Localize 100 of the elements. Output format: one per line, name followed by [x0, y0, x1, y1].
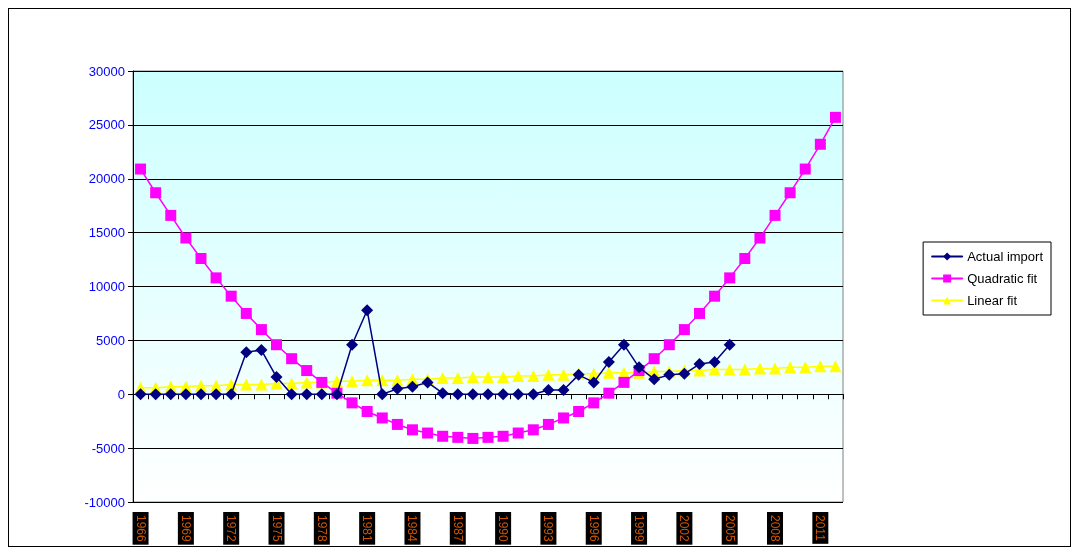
point [633, 361, 646, 374]
point [255, 378, 268, 391]
point [240, 378, 253, 391]
point [497, 430, 509, 442]
point [376, 412, 388, 424]
legend-label: Actual import [967, 249, 1044, 264]
x-tick-label: 2008 [768, 515, 783, 543]
point [558, 412, 570, 424]
y-tick-label: -10000 [84, 494, 125, 510]
y-tick-label: 15000 [88, 225, 125, 241]
x-tick-label: 2011 [813, 515, 828, 542]
point [512, 369, 525, 382]
point [346, 338, 359, 351]
point [301, 365, 313, 377]
point [165, 209, 177, 221]
point [210, 272, 222, 284]
point [573, 405, 585, 417]
point [542, 383, 555, 396]
x-tick-label: 1987 [450, 515, 465, 543]
point [225, 290, 237, 302]
point [527, 369, 540, 382]
point [346, 375, 359, 388]
point [497, 371, 510, 384]
point [512, 427, 524, 439]
y-tick-label: 10000 [88, 279, 125, 294]
point [451, 388, 464, 401]
point [784, 187, 796, 199]
point [270, 371, 283, 384]
point [361, 405, 373, 417]
point [602, 355, 615, 368]
point [210, 388, 223, 401]
point [814, 360, 827, 373]
y-tick-label: -5000 [91, 440, 125, 456]
point [587, 376, 600, 389]
point [648, 373, 661, 386]
point [361, 374, 374, 387]
point [361, 304, 374, 317]
x-tick-label: 2002 [677, 515, 692, 543]
y-tick-label: 20000 [88, 171, 125, 187]
point [724, 272, 736, 284]
y-tick-label: 30000 [88, 63, 125, 79]
point [738, 363, 751, 376]
point [376, 388, 389, 401]
x-tick-label: 1984 [405, 515, 420, 543]
point [482, 388, 494, 401]
x-tick-label: 1990 [496, 515, 511, 543]
point [406, 380, 419, 393]
y-tick-label: 0 [117, 386, 125, 402]
point [300, 388, 313, 401]
point [255, 344, 268, 357]
point [482, 371, 494, 384]
point [315, 388, 328, 401]
y-tick-label: 5000 [96, 332, 125, 348]
point [723, 363, 736, 376]
x-tick-label: 1993 [541, 515, 556, 543]
point [135, 163, 147, 175]
legend-label: Linear fit [967, 293, 1018, 308]
point [346, 397, 358, 409]
x-tick-label: 1999 [632, 515, 647, 543]
point [739, 252, 751, 264]
point [784, 361, 797, 374]
point [678, 324, 690, 336]
point [527, 388, 540, 401]
point [769, 209, 781, 221]
point [497, 388, 510, 401]
point [799, 361, 812, 374]
point [769, 362, 782, 375]
point [708, 355, 721, 368]
point [648, 353, 660, 365]
point [391, 382, 404, 395]
point [436, 387, 449, 400]
x-tick-label: 1972 [224, 515, 239, 543]
point [588, 397, 600, 409]
point [437, 430, 449, 442]
point [286, 353, 298, 365]
point [482, 431, 494, 443]
point [422, 427, 434, 439]
point [452, 431, 464, 443]
point [149, 388, 162, 401]
point [829, 360, 842, 373]
point [271, 339, 283, 351]
x-tick-label: 1996 [586, 515, 601, 543]
point [467, 432, 479, 444]
point [134, 388, 147, 401]
point [436, 372, 449, 385]
point [814, 138, 826, 150]
x-tick-label: 2005 [722, 515, 737, 543]
point [709, 290, 721, 302]
point [451, 372, 464, 385]
point [255, 324, 267, 336]
point [723, 338, 736, 351]
legend-label: Quadratic fit [967, 271, 1038, 286]
point [240, 307, 252, 319]
point [406, 424, 418, 436]
point [693, 358, 706, 371]
point [557, 368, 570, 381]
point [603, 387, 615, 399]
point [225, 388, 238, 401]
point [330, 375, 343, 388]
point [663, 339, 675, 351]
